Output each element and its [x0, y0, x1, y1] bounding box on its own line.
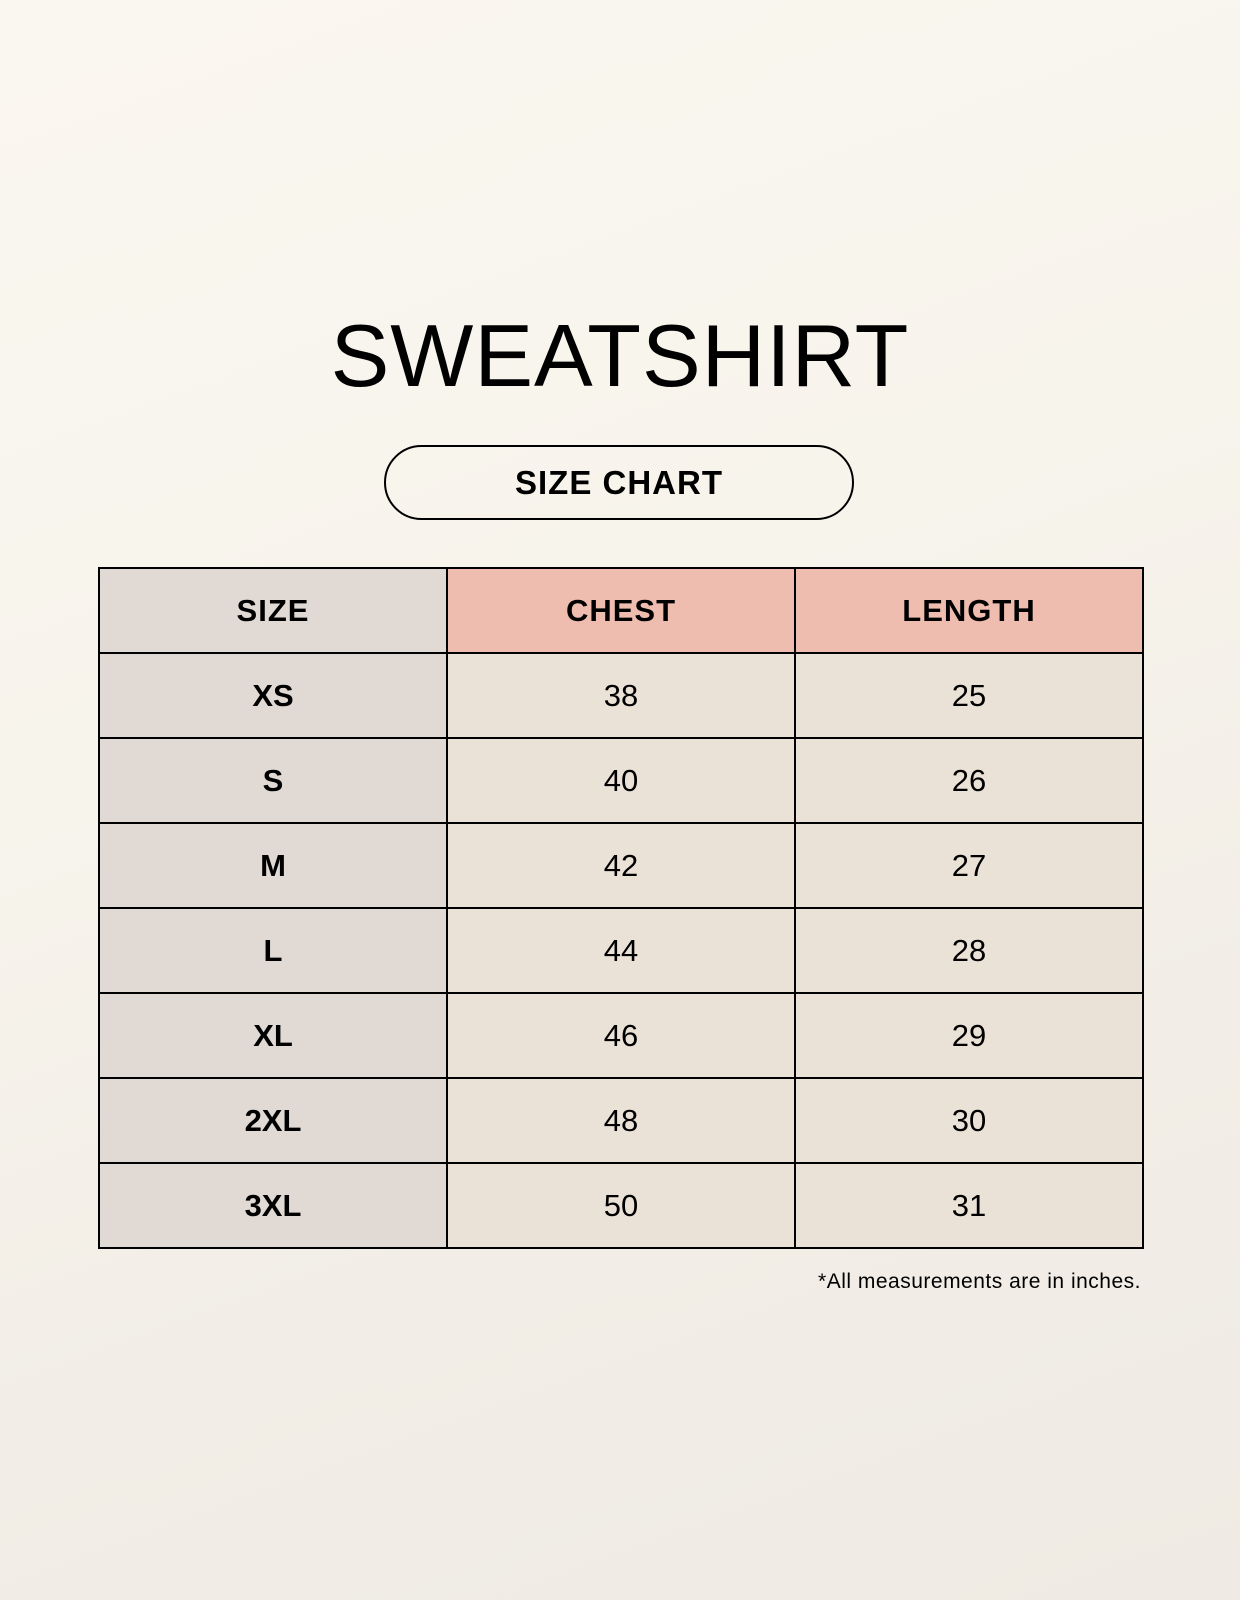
table-row: XS 38 25 [98, 652, 1144, 739]
cell-length: 28 [794, 907, 1144, 994]
size-table: SIZE CHEST LENGTH XS 38 25 S 40 26 M 42 27 L 44 28 X… [98, 567, 1144, 1249]
page-title: SWEATSHIRT [330, 306, 910, 405]
footnote: *All measurements are in inches. [818, 1270, 1141, 1293]
cell-size: 2XL [98, 1077, 448, 1164]
header-chest: CHEST [446, 567, 796, 654]
cell-length: 29 [794, 992, 1144, 1079]
cell-size: M [98, 822, 448, 909]
cell-chest: 38 [446, 652, 796, 739]
header-size: SIZE [98, 567, 448, 654]
cell-size: L [98, 907, 448, 994]
cell-length: 27 [794, 822, 1144, 909]
table-row: 3XL 50 31 [98, 1162, 1144, 1249]
cell-chest: 42 [446, 822, 796, 909]
cell-length: 26 [794, 737, 1144, 824]
table-header-row: SIZE CHEST LENGTH [98, 567, 1144, 654]
cell-size: XL [98, 992, 448, 1079]
table-row: M 42 27 [98, 822, 1144, 909]
table-row: L 44 28 [98, 907, 1144, 994]
table-row: 2XL 48 30 [98, 1077, 1144, 1164]
header-length: LENGTH [794, 567, 1144, 654]
table-row: XL 46 29 [98, 992, 1144, 1079]
cell-size: XS [98, 652, 448, 739]
cell-length: 30 [794, 1077, 1144, 1164]
cell-chest: 46 [446, 992, 796, 1079]
cell-length: 31 [794, 1162, 1144, 1249]
cell-size: 3XL [98, 1162, 448, 1249]
size-chart-badge: SIZE CHART [384, 445, 854, 520]
cell-chest: 40 [446, 737, 796, 824]
cell-size: S [98, 737, 448, 824]
table-row: S 40 26 [98, 737, 1144, 824]
cell-length: 25 [794, 652, 1144, 739]
cell-chest: 50 [446, 1162, 796, 1249]
cell-chest: 48 [446, 1077, 796, 1164]
cell-chest: 44 [446, 907, 796, 994]
